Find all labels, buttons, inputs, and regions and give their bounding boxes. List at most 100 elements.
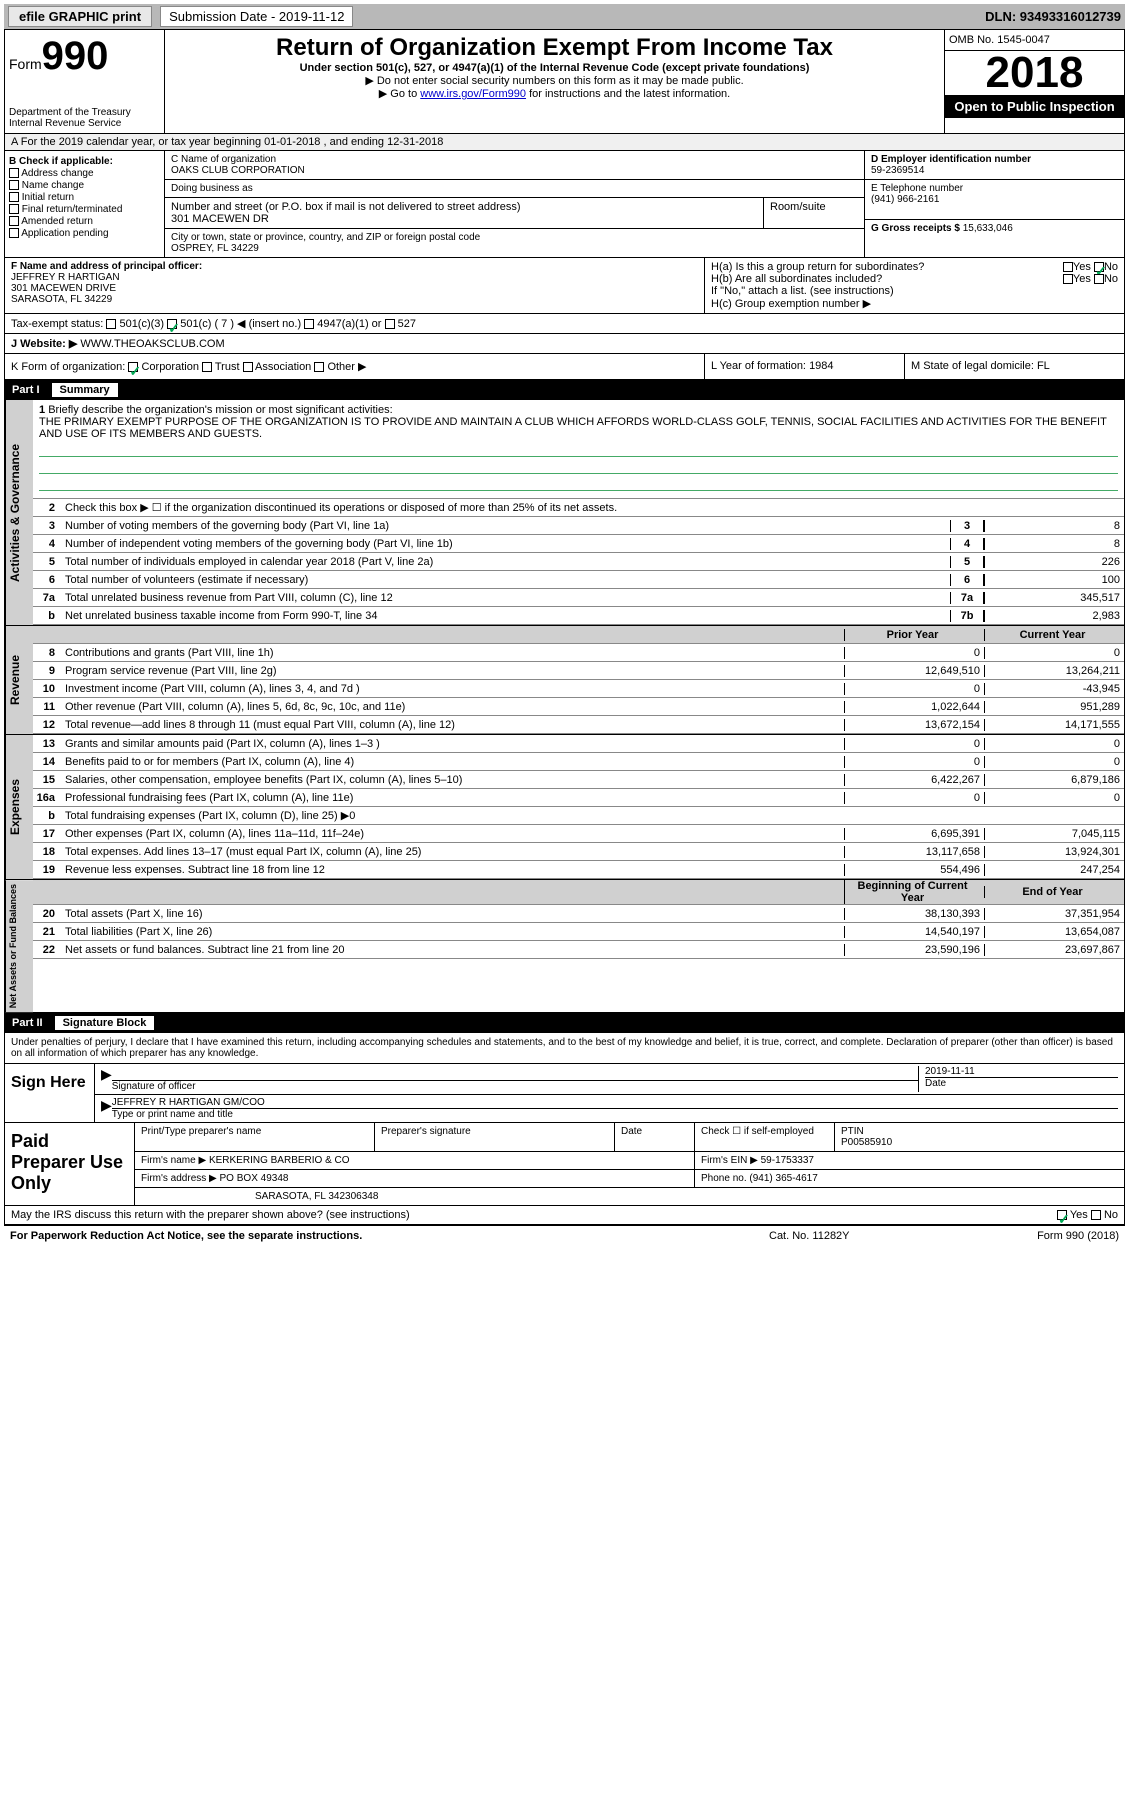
ha-yes[interactable]: Yes: [1073, 261, 1091, 273]
part2-label: Part II: [12, 1017, 51, 1029]
chk-other[interactable]: [314, 362, 324, 372]
firm-ein: 59-1753337: [761, 1155, 814, 1166]
website-label: J Website: ▶: [11, 338, 77, 350]
domicile: FL: [1037, 360, 1050, 372]
header-begin-end: Beginning of Current YearEnd of Year: [33, 880, 1124, 905]
ptin-label: PTIN: [841, 1126, 864, 1137]
row-k-form-org: K Form of organization: ✓ Corporation Tr…: [4, 354, 1125, 380]
room-label: Room/suite: [770, 201, 858, 213]
prep-sig-label: Preparer's signature: [375, 1123, 615, 1151]
form-990-page: efile GRAPHIC print Submission Date - 20…: [0, 0, 1129, 1250]
part1-header: Part I Summary: [4, 380, 1125, 400]
submission-date: Submission Date - 2019-11-12: [160, 6, 353, 27]
row-fgh: F Name and address of principal officer:…: [4, 258, 1125, 314]
discuss-row: May the IRS discuss this return with the…: [4, 1206, 1125, 1225]
chk-527[interactable]: [385, 319, 395, 329]
hb-no[interactable]: No: [1104, 273, 1118, 285]
penalties-text: Under penalties of perjury, I declare th…: [5, 1033, 1124, 1064]
chk-corp[interactable]: ✓: [128, 362, 138, 372]
chk-address[interactable]: Address change: [9, 168, 160, 179]
ha-label: H(a) Is this a group return for subordin…: [711, 261, 924, 273]
chk-initial[interactable]: Initial return: [9, 192, 160, 203]
addr-label: Number and street (or P.O. box if mail i…: [171, 201, 757, 213]
chk-final[interactable]: Final return/terminated: [9, 204, 160, 215]
firm-phone-label: Phone no.: [701, 1173, 747, 1184]
firm-addr2: SARASOTA, FL 342306348: [135, 1188, 1124, 1205]
line-7b: bNet unrelated business taxable income f…: [33, 607, 1124, 625]
page-footer: For Paperwork Reduction Act Notice, see …: [4, 1225, 1125, 1246]
chk-501c3[interactable]: [106, 319, 116, 329]
addr-value: 301 MACEWEN DR: [171, 213, 757, 225]
col-d-ein: D Employer identification number 59-2369…: [864, 151, 1124, 257]
side-netassets: Net Assets or Fund Balances: [5, 880, 33, 1012]
discuss-no-chk[interactable]: [1091, 1210, 1101, 1220]
prep-date-label: Date: [615, 1123, 695, 1151]
line-9: 9Program service revenue (Part VIII, lin…: [33, 662, 1124, 680]
ha-no[interactable]: No: [1104, 261, 1118, 273]
opt-4947: 4947(a)(1) or: [317, 318, 381, 330]
col-b-title: B Check if applicable:: [9, 156, 160, 167]
tax-year: 2018: [945, 51, 1124, 95]
line-22: 22Net assets or fund balances. Subtract …: [33, 941, 1124, 959]
org-name-label: C Name of organization: [171, 154, 858, 165]
irs-link[interactable]: www.irs.gov/Form990: [420, 88, 526, 100]
ptin-value: P00585910: [841, 1137, 892, 1148]
row-tax-status: Tax-exempt status: 501(c)(3) ✓ 501(c) ( …: [4, 314, 1125, 334]
line-3: 3Number of voting members of the governi…: [33, 517, 1124, 535]
prep-self-emp[interactable]: Check ☐ if self-employed: [695, 1123, 835, 1151]
firm-addr-label: Firm's address ▶: [141, 1173, 217, 1184]
hc-label: H(c) Group exemption number ▶: [711, 297, 1118, 310]
phone-label: E Telephone number: [871, 183, 1118, 194]
instr-1: ▶ Do not enter social security numbers o…: [169, 74, 940, 87]
chk-501c[interactable]: ✓: [167, 319, 177, 329]
discuss-yes-chk[interactable]: ✓: [1057, 1210, 1067, 1220]
header-prior-current: Prior YearCurrent Year: [33, 626, 1124, 644]
chk-trust[interactable]: [202, 362, 212, 372]
col-c-org-info: C Name of organization OAKS CLUB CORPORA…: [165, 151, 864, 257]
inspection-label: Open to Public Inspection: [945, 95, 1124, 118]
form-title: Return of Organization Exempt From Incom…: [169, 34, 940, 62]
phone-value: (941) 966-2161: [871, 194, 1118, 205]
hb-yes[interactable]: Yes: [1073, 273, 1091, 285]
sign-here-label: Sign Here: [5, 1064, 95, 1122]
section-bcd: B Check if applicable: Address change Na…: [4, 151, 1125, 258]
form-ref: Form 990 (2018): [969, 1230, 1119, 1242]
efile-print-button[interactable]: efile GRAPHIC print: [8, 6, 152, 27]
firm-name-label: Firm's name ▶: [141, 1155, 206, 1166]
gross-value: 15,633,046: [963, 223, 1013, 234]
discuss-yes: Yes: [1070, 1209, 1088, 1221]
city-label: City or town, state or province, country…: [171, 232, 858, 243]
header-mid: Return of Organization Exempt From Incom…: [165, 30, 944, 133]
row-a-tax-year: A For the 2019 calendar year, or tax yea…: [4, 134, 1125, 151]
line-12: 12Total revenue—add lines 8 through 11 (…: [33, 716, 1124, 734]
l1-label: Briefly describe the organization's miss…: [48, 404, 392, 416]
officer-print-name: JEFFREY R HARTIGAN GM/COO: [112, 1097, 1118, 1108]
line-7a: 7aTotal unrelated business revenue from …: [33, 589, 1124, 607]
line-4: 4Number of independent voting members of…: [33, 535, 1124, 553]
year-formation-label: L Year of formation:: [711, 360, 806, 372]
line-11: 11Other revenue (Part VIII, column (A), …: [33, 698, 1124, 716]
line-19: 19Revenue less expenses. Subtract line 1…: [33, 861, 1124, 879]
city-value: OSPREY, FL 34229: [171, 243, 858, 254]
sig-officer-label: Signature of officer: [112, 1080, 918, 1092]
opt-assoc: Association: [255, 361, 311, 373]
firm-addr1: PO BOX 49348: [220, 1173, 289, 1184]
dln-label: DLN: 93493316012739: [985, 9, 1121, 24]
chk-assoc[interactable]: [243, 362, 253, 372]
firm-name: KERKERING BARBERIO & CO: [209, 1155, 350, 1166]
chk-name[interactable]: Name change: [9, 180, 160, 191]
officer-label: F Name and address of principal officer:: [11, 261, 698, 272]
hb-note: If "No," attach a list. (see instruction…: [711, 285, 1118, 297]
side-expenses: Expenses: [5, 735, 33, 879]
arrow-icon: ▶: [101, 1066, 112, 1092]
org-name: OAKS CLUB CORPORATION: [171, 165, 858, 176]
chk-amended[interactable]: Amended return: [9, 216, 160, 227]
dba-label: Doing business as: [171, 183, 858, 194]
sig-date: 2019-11-11: [925, 1066, 1118, 1077]
summary-expenses: Expenses 13Grants and similar amounts pa…: [4, 735, 1125, 880]
chk-4947[interactable]: [304, 319, 314, 329]
chk-pending[interactable]: Application pending: [9, 228, 160, 239]
header-left: Form990 Department of the Treasury Inter…: [5, 30, 165, 133]
line-14: 14Benefits paid to or for members (Part …: [33, 753, 1124, 771]
top-bar: efile GRAPHIC print Submission Date - 20…: [4, 4, 1125, 29]
